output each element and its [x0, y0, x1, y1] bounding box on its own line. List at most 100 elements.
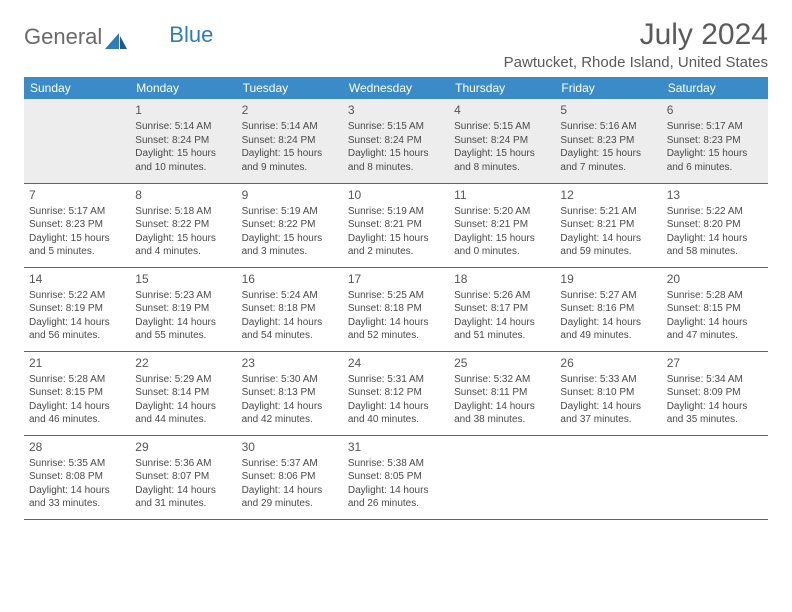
day-header: Wednesday: [343, 77, 449, 99]
calendar-cell: 14 Sunrise: 5:22 AMSunset: 8:19 PMDayligh…: [24, 267, 130, 351]
sunrise-text: Sunrise: 5:22 AM: [667, 205, 763, 219]
calendar-cell: 11 Sunrise: 5:20 AMSunset: 8:21 PMDayligh…: [449, 183, 555, 267]
calendar-cell: [662, 435, 768, 519]
daylight-text: Daylight: 14 hours and 51 minutes.: [454, 316, 550, 343]
sunrise-text: Sunrise: 5:20 AM: [454, 205, 550, 219]
sunrise-text: Sunrise: 5:31 AM: [348, 373, 444, 387]
day-header: Thursday: [449, 77, 555, 99]
day-number: 8: [135, 187, 231, 203]
daylight-text: Daylight: 15 hours and 8 minutes.: [454, 147, 550, 174]
sunset-text: Sunset: 8:21 PM: [348, 218, 444, 232]
title-block: July 2024 Pawtucket, Rhode Island, Unite…: [504, 18, 768, 71]
sunrise-text: Sunrise: 5:36 AM: [135, 457, 231, 471]
sunrise-text: Sunrise: 5:16 AM: [560, 120, 656, 134]
sunset-text: Sunset: 8:17 PM: [454, 302, 550, 316]
day-number: 11: [454, 187, 550, 203]
sunrise-text: Sunrise: 5:33 AM: [560, 373, 656, 387]
calendar-cell: 25Sunrise: 5:32 AMSunset: 8:11 PMDayligh…: [449, 351, 555, 435]
sunset-text: Sunset: 8:20 PM: [667, 218, 763, 232]
calendar-cell: 26Sunrise: 5:33 AMSunset: 8:10 PMDayligh…: [555, 351, 661, 435]
sunrise-text: Sunrise: 5:18 AM: [135, 205, 231, 219]
daylight-text: Daylight: 14 hours and 56 minutes.: [29, 316, 125, 343]
sunset-text: Sunset: 8:15 PM: [29, 386, 125, 400]
day-number: 22: [135, 355, 231, 371]
calendar-cell: 20Sunrise: 5:28 AMSunset: 8:15 PMDayligh…: [662, 267, 768, 351]
daylight-text: Daylight: 14 hours and 31 minutes.: [135, 484, 231, 511]
daylight-text: Daylight: 14 hours and 47 minutes.: [667, 316, 763, 343]
sunrise-text: Sunrise: 5:19 AM: [242, 205, 338, 219]
daylight-text: Daylight: 14 hours and 44 minutes.: [135, 400, 231, 427]
day-header: Sunday: [24, 77, 130, 99]
daylight-text: Daylight: 15 hours and 10 minutes.: [135, 147, 231, 174]
sunset-text: Sunset: 8:08 PM: [29, 470, 125, 484]
sunrise-text: Sunrise: 5:24 AM: [242, 289, 338, 303]
calendar-cell: 9Sunrise: 5:19 AMSunset: 8:22 PMDaylight…: [237, 183, 343, 267]
daylight-text: Daylight: 15 hours and 3 minutes.: [242, 232, 338, 259]
day-number: 26: [560, 355, 656, 371]
day-header: Friday: [555, 77, 661, 99]
sunrise-text: Sunrise: 5:34 AM: [667, 373, 763, 387]
calendar-cell: 15Sunrise: 5:23 AMSunset: 8:19 PMDayligh…: [130, 267, 236, 351]
sunset-text: Sunset: 8:13 PM: [242, 386, 338, 400]
sunset-text: Sunset: 8:23 PM: [667, 134, 763, 148]
sunrise-text: Sunrise: 5:14 AM: [135, 120, 231, 134]
day-header: Saturday: [662, 77, 768, 99]
header: General Blue July 2024 Pawtucket, Rhode …: [24, 18, 768, 71]
daylight-text: Daylight: 14 hours and 35 minutes.: [667, 400, 763, 427]
calendar-cell: 31Sunrise: 5:38 AMSunset: 8:05 PMDayligh…: [343, 435, 449, 519]
sunrise-text: Sunrise: 5:15 AM: [348, 120, 444, 134]
calendar-cell: 7Sunrise: 5:17 AMSunset: 8:23 PMDaylight…: [24, 183, 130, 267]
sunrise-text: Sunrise: 5:29 AM: [135, 373, 231, 387]
sunrise-text: Sunrise: 5:26 AM: [454, 289, 550, 303]
daylight-text: Daylight: 15 hours and 4 minutes.: [135, 232, 231, 259]
daylight-text: Daylight: 15 hours and 6 minutes.: [667, 147, 763, 174]
calendar-cell: 6Sunrise: 5:17 AMSunset: 8:23 PMDaylight…: [662, 99, 768, 183]
logo: General Blue: [24, 18, 213, 50]
calendar-row: 14Sunrise: 5:22 AMSunset: 8:19 PMDayligh…: [24, 267, 768, 351]
daylight-text: Daylight: 15 hours and 0 minutes.: [454, 232, 550, 259]
day-number: 5: [560, 102, 656, 118]
sunrise-text: Sunrise: 5:37 AM: [242, 457, 338, 471]
sunrise-text: Sunrise: 5:21 AM: [560, 205, 656, 219]
daylight-text: Daylight: 14 hours and 42 minutes.: [242, 400, 338, 427]
calendar-cell: 10Sunrise: 5:19 AMSunset: 8:21 PMDayligh…: [343, 183, 449, 267]
day-number: 14: [29, 271, 125, 287]
sunrise-text: Sunrise: 5:14 AM: [242, 120, 338, 134]
sunset-text: Sunset: 8:07 PM: [135, 470, 231, 484]
logo-text-blue: Blue: [169, 22, 213, 48]
day-number: 6: [667, 102, 763, 118]
sunset-text: Sunset: 8:18 PM: [242, 302, 338, 316]
calendar-cell: 23Sunrise: 5:30 AMSunset: 8:13 PMDayligh…: [237, 351, 343, 435]
day-header-row: Sunday Monday Tuesday Wednesday Thursday…: [24, 77, 768, 99]
sunset-text: Sunset: 8:24 PM: [135, 134, 231, 148]
day-number: 29: [135, 439, 231, 455]
day-number: 7: [29, 187, 125, 203]
calendar-cell: 28Sunrise: 5:35 AMSunset: 8:08 PMDayligh…: [24, 435, 130, 519]
sunset-text: Sunset: 8:19 PM: [29, 302, 125, 316]
daylight-text: Daylight: 14 hours and 49 minutes.: [560, 316, 656, 343]
logo-text-general: General: [24, 24, 102, 50]
calendar-cell: 12Sunrise: 5:21 AMSunset: 8:21 PMDayligh…: [555, 183, 661, 267]
sunset-text: Sunset: 8:21 PM: [454, 218, 550, 232]
sunrise-text: Sunrise: 5:28 AM: [29, 373, 125, 387]
sunrise-text: Sunrise: 5:22 AM: [29, 289, 125, 303]
daylight-text: Daylight: 14 hours and 38 minutes.: [454, 400, 550, 427]
sunrise-text: Sunrise: 5:35 AM: [29, 457, 125, 471]
day-number: 10: [348, 187, 444, 203]
sail-icon: [105, 29, 127, 45]
sunset-text: Sunset: 8:19 PM: [135, 302, 231, 316]
calendar-cell: [449, 435, 555, 519]
sunset-text: Sunset: 8:24 PM: [454, 134, 550, 148]
sunrise-text: Sunrise: 5:38 AM: [348, 457, 444, 471]
calendar-cell: 13Sunrise: 5:22 AMSunset: 8:20 PMDayligh…: [662, 183, 768, 267]
sunset-text: Sunset: 8:14 PM: [135, 386, 231, 400]
sunset-text: Sunset: 8:21 PM: [560, 218, 656, 232]
daylight-text: Daylight: 14 hours and 29 minutes.: [242, 484, 338, 511]
day-number: 31: [348, 439, 444, 455]
sunset-text: Sunset: 8:24 PM: [242, 134, 338, 148]
day-number: 30: [242, 439, 338, 455]
calendar-row: 21Sunrise: 5:28 AMSunset: 8:15 PMDayligh…: [24, 351, 768, 435]
day-number: 17: [348, 271, 444, 287]
day-number: 12: [560, 187, 656, 203]
sunset-text: Sunset: 8:16 PM: [560, 302, 656, 316]
